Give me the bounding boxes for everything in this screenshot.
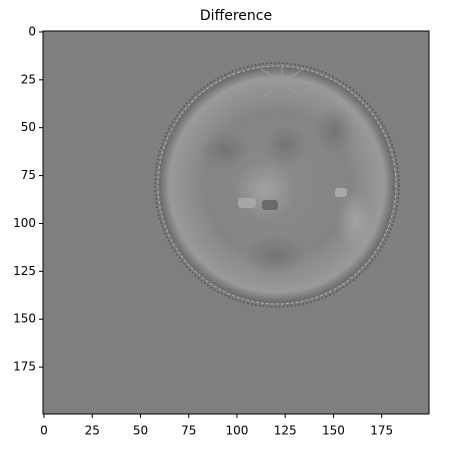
bright-area [337,190,373,250]
blob [315,105,355,155]
y-tick-label: 75 [21,168,36,182]
blob [263,125,307,165]
disc-edge [154,62,400,308]
y-tick-label: 25 [21,72,36,86]
feature [238,198,256,208]
y-tick-label: 125 [13,264,36,278]
y-tick-label: 150 [13,312,36,326]
top-rays [249,64,315,99]
image [43,31,429,414]
x-tick-label: 50 [133,424,148,438]
y-tick-label: 0 [28,24,36,38]
chart-title: Difference [200,8,272,24]
x-tick-label: 25 [85,424,100,438]
blob [245,235,305,275]
bright-area [235,160,295,220]
x-tick-label: 125 [274,424,297,438]
blob [200,130,250,170]
disc-rim [157,65,397,305]
axes-frame [42,30,430,415]
y-tick-label: 175 [13,360,36,374]
x-tick-label: 100 [226,424,249,438]
x-tick-label: 175 [370,424,393,438]
x-tick-label: 150 [322,424,345,438]
y-tick-label: 100 [13,216,36,230]
feature [262,200,278,210]
feature [335,188,347,197]
x-tick-label: 75 [181,424,196,438]
x-tick-label: 0 [40,424,48,438]
y-tick-label: 50 [21,120,36,134]
